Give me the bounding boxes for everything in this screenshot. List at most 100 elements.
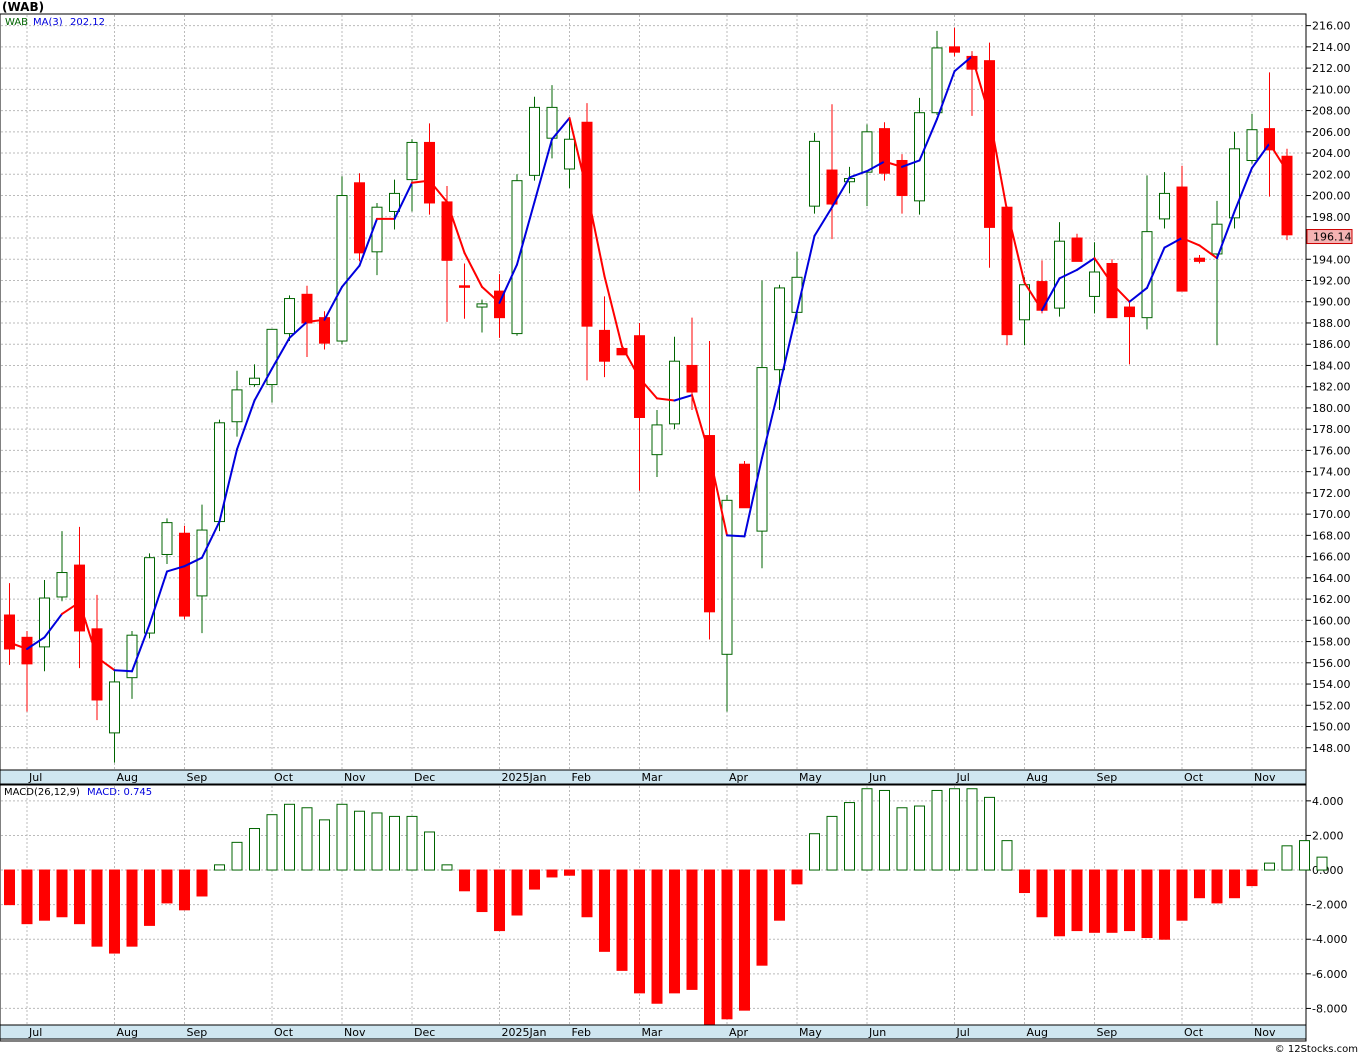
macd-x-tick-label: Feb xyxy=(572,1026,591,1039)
price-y-tick-label: 178.00 xyxy=(1312,423,1351,436)
candle-body xyxy=(914,112,925,202)
ma-segment xyxy=(236,399,256,451)
macd-legend-value: MACD: 0.745 xyxy=(87,787,152,798)
candle-body xyxy=(354,182,365,254)
candle-body xyxy=(739,463,750,509)
macd-bar-positive xyxy=(896,807,908,871)
macd-x-tick-label: Jul xyxy=(956,1026,970,1039)
candle-body xyxy=(389,192,400,212)
macd-bar-negative xyxy=(1229,869,1240,899)
price-x-tick-label: Dec xyxy=(414,771,435,784)
macd-bar-positive xyxy=(914,805,925,871)
price-y-tick-label: 158.00 xyxy=(1312,636,1351,649)
candle-down xyxy=(424,123,435,215)
price-x-tick-label: Aug xyxy=(117,771,138,784)
ma-segment xyxy=(918,118,938,162)
macd-bar-negative xyxy=(1124,869,1135,932)
candle-down xyxy=(599,296,610,378)
ma-segment xyxy=(148,570,168,626)
candle-down xyxy=(4,583,15,665)
candle-body xyxy=(984,60,995,228)
macd-bar-positive xyxy=(1299,840,1310,871)
macd-bar-negative xyxy=(109,869,120,954)
macd-bar-negative xyxy=(74,869,85,925)
candle-up xyxy=(389,179,400,230)
ma-segment xyxy=(726,534,746,538)
candle-up xyxy=(1019,277,1030,346)
price-x-tick-label: Aug xyxy=(1027,771,1048,784)
macd-bar-negative xyxy=(774,869,785,921)
ma-segment xyxy=(1163,237,1183,249)
ma-segment xyxy=(988,114,1008,212)
last-price-marker: 196.14 xyxy=(1306,229,1353,245)
macd-bar-positive xyxy=(1281,845,1293,871)
ma-segment xyxy=(1093,257,1113,285)
macd-bar-positive xyxy=(1316,856,1328,871)
candle-down xyxy=(459,263,470,319)
ma-segment xyxy=(568,117,588,193)
ma-segment xyxy=(971,55,991,117)
price-y-tick-label: 168.00 xyxy=(1312,529,1351,542)
price-y-tick-label: 216.00 xyxy=(1312,20,1351,33)
candle-body xyxy=(494,290,505,319)
ma-segment xyxy=(1023,281,1043,312)
macd-bar-negative xyxy=(161,869,173,904)
candle-body xyxy=(266,328,278,386)
candle-body xyxy=(879,128,890,174)
candle-body xyxy=(931,47,943,114)
price-y-tick-label: 162.00 xyxy=(1312,593,1351,606)
macd-bar-negative xyxy=(4,869,15,906)
candle-up xyxy=(914,97,925,215)
macd-bar-negative xyxy=(721,869,733,1020)
candle-body xyxy=(336,195,348,342)
ma-segment xyxy=(218,448,238,523)
candle-up xyxy=(406,139,418,212)
ma-segment xyxy=(866,160,886,173)
ma-segment xyxy=(936,70,956,121)
candle-up xyxy=(651,410,663,477)
macd-bar-negative xyxy=(791,869,803,885)
candle-down xyxy=(704,341,715,640)
price-y-tick-label: 182.00 xyxy=(1312,381,1351,394)
macd-bar-negative xyxy=(1036,869,1048,918)
ma-segment xyxy=(691,394,711,456)
candle-down xyxy=(581,103,593,381)
candle-body xyxy=(109,681,120,734)
candle-body xyxy=(704,435,715,613)
price-y-tick-label: 212.00 xyxy=(1312,62,1351,75)
candle-body xyxy=(686,364,698,393)
price-x-tick-label: Nov xyxy=(344,771,366,784)
candle-body xyxy=(529,106,540,176)
ma-segment xyxy=(43,612,63,639)
macd-y-tick-label: -8.000 xyxy=(1312,1002,1347,1015)
candle-body xyxy=(1071,237,1083,262)
last-price-label: 196.14 xyxy=(1313,231,1352,244)
macd-bar-positive xyxy=(389,815,400,871)
candle-body xyxy=(196,529,208,597)
macd-bar-positive xyxy=(861,788,873,871)
ma-segment xyxy=(516,200,536,266)
ma-segment xyxy=(1041,277,1061,312)
macd-x-axis-band xyxy=(0,1024,1307,1040)
macd-bar-negative xyxy=(739,869,750,1011)
macd-x-tick-label: Nov xyxy=(344,1026,366,1039)
candle-body xyxy=(1106,263,1118,319)
candle-body xyxy=(301,293,313,324)
macd-bar-negative xyxy=(39,869,50,921)
macd-bar-negative xyxy=(144,869,155,926)
price-y-tick-label: 206.00 xyxy=(1312,126,1351,139)
watermark: © 12Stocks.com xyxy=(1275,1044,1358,1055)
candle-down xyxy=(966,51,978,116)
candle-body xyxy=(721,499,733,655)
candle-body xyxy=(1246,129,1258,161)
candle-body xyxy=(161,522,173,555)
candle-body xyxy=(1264,128,1275,151)
macd-bar-positive xyxy=(214,864,225,871)
candle-up xyxy=(511,174,523,336)
price-y-tick-label: 200.00 xyxy=(1312,190,1351,203)
price-y-tick-label: 166.00 xyxy=(1312,551,1351,564)
macd-bar-negative xyxy=(91,869,103,947)
chart-title: (WAB) xyxy=(2,0,44,14)
macd-x-tick-label: Aug xyxy=(1027,1026,1048,1039)
